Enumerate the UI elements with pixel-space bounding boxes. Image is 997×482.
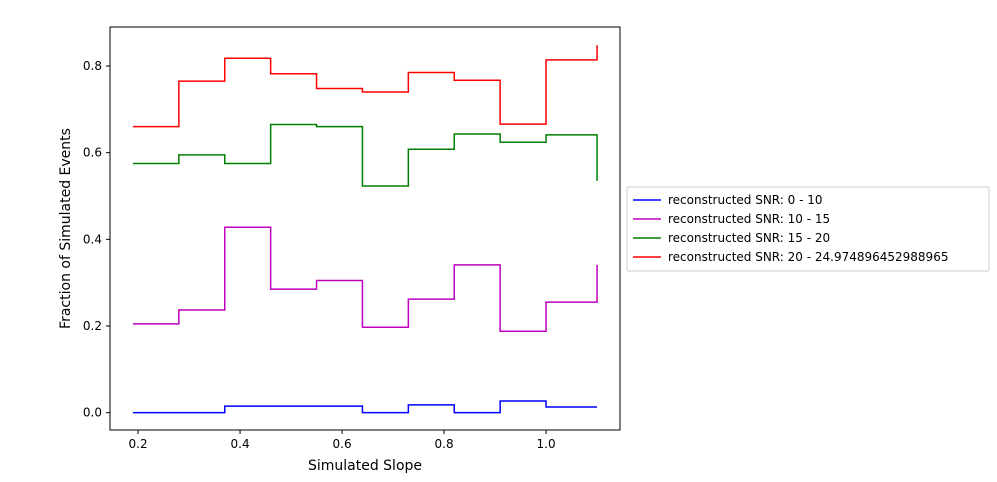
plot-frame bbox=[109, 26, 621, 431]
y-tick-label: 0.2 bbox=[83, 319, 102, 333]
y-tick-label: 0.8 bbox=[83, 59, 102, 73]
y-tick-label: 0.0 bbox=[83, 406, 102, 420]
series-layer bbox=[132, 45, 598, 414]
legend-label-1: reconstructed SNR: 0 - 10 bbox=[668, 193, 823, 207]
y-axis-label: Fraction of Simulated Events bbox=[58, 128, 74, 329]
y-tick-label: 0.6 bbox=[83, 146, 102, 160]
legend-label-3: reconstructed SNR: 15 - 20 bbox=[668, 231, 830, 245]
x-axis-ticks: 0.2 0.4 0.6 0.8 1.0 bbox=[129, 430, 556, 451]
legend: reconstructed SNR: 0 - 10 reconstructed S… bbox=[626, 186, 990, 272]
series-line-2 bbox=[132, 226, 598, 332]
series-line-4 bbox=[132, 45, 598, 128]
x-tick-label: 0.8 bbox=[435, 437, 454, 451]
legend-label-4: reconstructed SNR: 20 - 24.9748964529889… bbox=[668, 250, 948, 264]
legend-label-2: reconstructed SNR: 10 - 15 bbox=[668, 212, 830, 226]
x-tick-label: 1.0 bbox=[537, 437, 556, 451]
y-axis-ticks: 0.0 0.2 0.4 0.6 0.8 bbox=[83, 59, 110, 420]
x-tick-label: 0.2 bbox=[129, 437, 148, 451]
x-tick-label: 0.6 bbox=[333, 437, 352, 451]
x-tick-label: 0.4 bbox=[231, 437, 250, 451]
series-line-1 bbox=[132, 400, 598, 414]
plot-area bbox=[110, 27, 620, 430]
series-line-3 bbox=[132, 123, 598, 187]
x-axis-label: Simulated Slope bbox=[308, 458, 422, 474]
legend-box bbox=[626, 186, 990, 272]
y-tick-label: 0.4 bbox=[83, 232, 102, 246]
